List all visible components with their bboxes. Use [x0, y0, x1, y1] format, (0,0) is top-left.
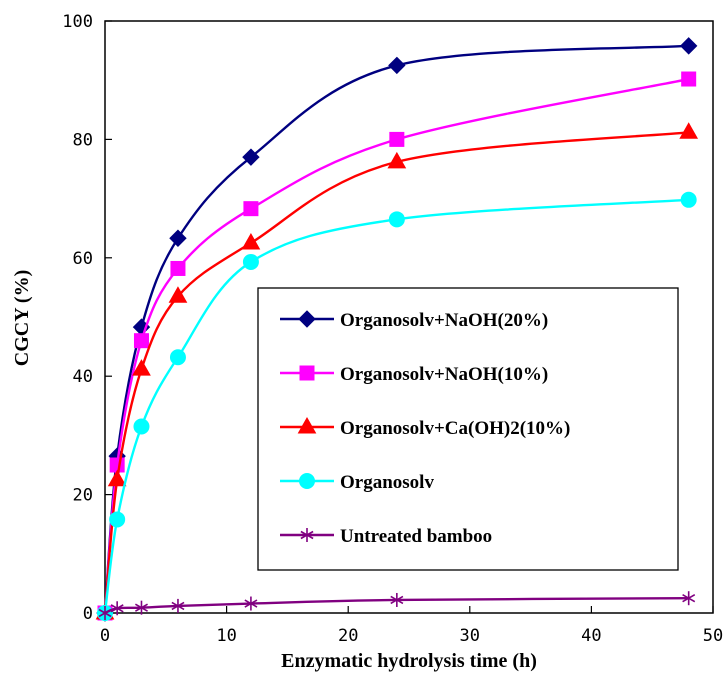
data-point — [169, 229, 187, 247]
data-point — [680, 191, 697, 208]
legend-marker — [300, 528, 314, 542]
data-point — [169, 349, 186, 366]
legend: Organosolv+NaOH(20%) Organosolv+NaOH(10%)… — [257, 287, 679, 571]
series-organosolv-naoh-10 — [97, 71, 697, 621]
x-tick-label: 10 — [216, 626, 236, 646]
y-tick-label: 20 — [73, 486, 93, 506]
data-point — [241, 232, 261, 250]
x-tick-label: 50 — [703, 626, 723, 646]
legend-label: Organosolv — [340, 472, 434, 493]
x-tick-label: 0 — [100, 626, 110, 646]
data-point — [132, 359, 151, 376]
data-point — [134, 600, 148, 615]
data-point — [243, 201, 259, 217]
data-point — [107, 469, 127, 487]
x-tick-label: 20 — [338, 626, 358, 646]
series-untreated-bamboo — [98, 591, 696, 620]
x-axis-title: Enzymatic hydrolysis time (h) — [281, 650, 537, 672]
legend-marker — [297, 416, 317, 434]
series-line — [104, 597, 689, 615]
legend-marker — [299, 365, 315, 381]
legend-label: Organosolv+NaOH(10%) — [340, 364, 548, 385]
y-axis-title: CGCY (%) — [11, 270, 33, 366]
legend-label: Organosolv+Ca(OH)2(10%) — [340, 418, 570, 439]
data-point — [388, 211, 405, 228]
legend-item: Organosolv+NaOH(20%) — [280, 310, 548, 331]
y-tick-label: 100 — [62, 12, 93, 32]
legend-item: Organosolv+Ca(OH)2(10%) — [280, 416, 570, 439]
legend-item: Untreated bamboo — [280, 526, 492, 547]
data-point — [389, 131, 405, 147]
y-tick-label: 40 — [73, 367, 93, 387]
data-point — [244, 596, 258, 611]
series-organosolv — [97, 191, 697, 621]
data-point — [387, 151, 407, 169]
data-point — [242, 148, 260, 166]
data-point — [679, 37, 698, 55]
legend-label: Untreated bamboo — [340, 526, 492, 547]
data-point — [242, 253, 259, 270]
data-point — [682, 591, 696, 606]
data-point — [168, 286, 188, 303]
data-point — [388, 56, 406, 75]
data-point — [681, 71, 697, 87]
data-point — [171, 598, 185, 613]
legend-item: Organosolv+NaOH(10%) — [280, 364, 548, 385]
legend-box — [257, 287, 679, 571]
data-point — [133, 333, 149, 349]
plot-frame — [104, 20, 714, 614]
data-point — [109, 511, 126, 528]
series-layer — [95, 37, 699, 622]
data-point — [133, 418, 150, 435]
axes: 0 20 40 60 80 100 0 10 20 30 40 50 — [62, 12, 723, 646]
data-point — [679, 122, 699, 139]
data-point — [390, 592, 404, 607]
legend-marker — [298, 310, 316, 328]
data-point — [98, 606, 112, 620]
legend-label: Organosolv+NaOH(20%) — [340, 310, 548, 331]
x-tick-label: 30 — [460, 626, 480, 646]
y-tick-label: 60 — [73, 249, 93, 269]
data-point — [110, 601, 124, 616]
y-tick-label: 0 — [83, 604, 93, 624]
y-tick-label: 80 — [73, 130, 93, 150]
legend-marker — [299, 473, 315, 489]
legend-item: Organosolv — [280, 472, 434, 493]
data-point — [170, 260, 186, 276]
x-tick-label: 40 — [581, 626, 601, 646]
series-line — [103, 198, 689, 614]
